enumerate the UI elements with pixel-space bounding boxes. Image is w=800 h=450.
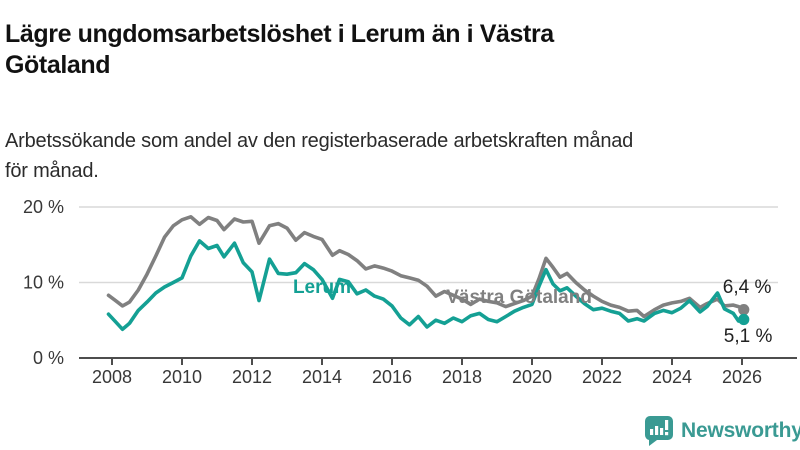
x-axis-tick-label: 2020 xyxy=(512,367,552,387)
x-axis-tick-label: 2010 xyxy=(162,367,202,387)
chart-annotation: Västra Götaland xyxy=(446,287,592,308)
series-end-dot-lerum xyxy=(738,313,750,326)
title-line-2: Götaland xyxy=(5,50,111,79)
page-title: Lägre ungdomsarbetslöshet i Lerum än i V… xyxy=(5,19,765,81)
series-line-v-stra-g-taland xyxy=(106,215,746,319)
brand-footer: Newsworthy xyxy=(644,415,800,447)
y-axis-tick-label: 10 % xyxy=(23,272,64,292)
x-axis-tick-label: 2008 xyxy=(92,367,132,387)
y-axis-tick-label: 20 % xyxy=(23,197,64,217)
x-axis-tick-label: 2022 xyxy=(582,367,622,387)
series-line-lerum xyxy=(106,239,746,332)
chart-annotation: Lerum xyxy=(293,277,351,298)
x-axis-tick-label: 2018 xyxy=(442,367,482,387)
series-end-dot-v-stra-g-taland xyxy=(738,304,750,316)
newsworthy-chart-bubble-icon xyxy=(644,416,673,446)
subtitle-line-2: för månad. xyxy=(5,160,99,182)
chart-annotation: 6,4 % xyxy=(723,277,772,298)
x-axis-tick-label: 2012 xyxy=(232,367,272,387)
x-axis-tick-label: 2024 xyxy=(652,367,692,387)
x-axis-tick-label: 2026 xyxy=(722,367,762,387)
chart-subtitle: Arbetssökande som andel av den registerb… xyxy=(5,126,795,186)
chart-annotation: 5,1 % xyxy=(724,326,773,347)
x-axis-tick-label: 2014 xyxy=(302,367,342,387)
y-axis-tick-label: 0 % xyxy=(33,348,64,368)
brand-name: Newsworthy xyxy=(681,419,800,442)
title-line-1: Lägre ungdomsarbetslöshet i Lerum än i V… xyxy=(5,19,554,48)
x-axis-tick-label: 2016 xyxy=(372,367,412,387)
subtitle-line-1: Arbetssökande som andel av den registerb… xyxy=(5,130,634,152)
